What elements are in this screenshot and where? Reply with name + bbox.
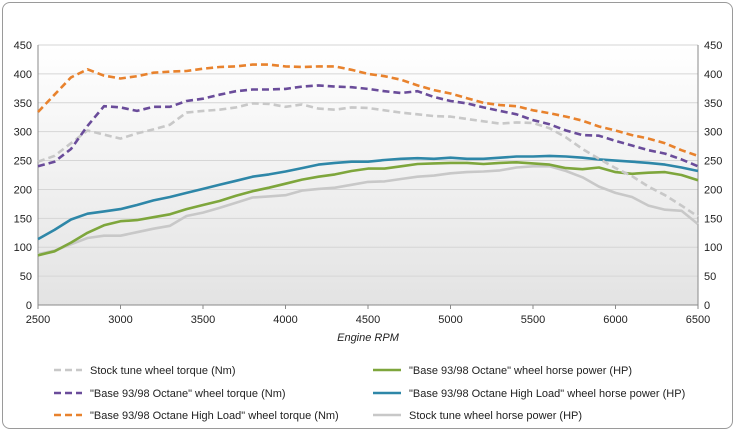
series-line-3 [37, 63, 699, 158]
y-axis-left: 0 50 100 150 200 250 300 350 400 450 [14, 40, 32, 312]
y-tick-label-right: 100 [704, 242, 722, 254]
y-tick-label-left: 250 [14, 156, 32, 168]
x-axis: 2500 3000 3500 4000 4500 5000 5500 6000 6500 [26, 305, 710, 326]
series-lines [37, 63, 699, 257]
x-tick-label: 5500 [521, 314, 545, 326]
series-line-6 [37, 165, 699, 256]
series-line-5 [37, 154, 699, 241]
x-tick-label: 4500 [356, 314, 380, 326]
series-line-4 [37, 161, 699, 257]
y-tick-label-right: 200 [704, 184, 722, 196]
series-line-1 [37, 102, 699, 218]
y-tick-label-right: 250 [704, 156, 722, 168]
y-tick-label-right: 0 [704, 300, 710, 312]
y-tick-label-left: 350 [14, 98, 32, 110]
x-tick-label: 3000 [108, 314, 132, 326]
x-tick-label: 6000 [603, 314, 627, 326]
y-tick-label-left: 300 [14, 127, 32, 139]
plot-area [38, 45, 698, 305]
y-tick-label-right: 50 [704, 271, 716, 283]
x-tick-label: 5000 [438, 314, 462, 326]
series-line-2 [37, 84, 699, 168]
y-tick-label-left: 0 [26, 300, 32, 312]
y-axis-right: 0 50 100 150 200 250 300 350 400 450 [704, 40, 722, 312]
gridlines [37, 44, 699, 306]
y-tick-label-right: 300 [704, 127, 722, 139]
legend-label-5: "Base 93/98 Octane High Load" wheel hors… [409, 388, 685, 400]
legend-label-1: Stock tune wheel torque (Nm) [90, 365, 236, 377]
y-tick-label-right: 150 [704, 213, 722, 225]
x-tick-label: 6500 [686, 314, 710, 326]
y-tick-label-right: 450 [704, 40, 722, 52]
legend-label-6: Stock tune wheel horse power (HP) [409, 410, 582, 422]
y-tick-label-left: 50 [20, 271, 32, 283]
legend-label-3: "Base 93/98 Octane High Load" wheel torq… [90, 410, 339, 422]
y-tick-label-left: 200 [14, 184, 32, 196]
x-tick-label: 2500 [26, 314, 50, 326]
y-tick-label-right: 400 [704, 69, 722, 81]
y-tick-label-left: 150 [14, 213, 32, 225]
y-tick-label-left: 100 [14, 242, 32, 254]
legend: Stock tune wheel torque (Nm) "Base 93/98 … [54, 365, 685, 422]
x-tick-label: 3500 [191, 314, 215, 326]
x-tick-label: 4000 [273, 314, 297, 326]
legend-label-2: "Base 93/98 Octane" wheel torque (Nm) [90, 388, 286, 400]
legend-label-4: "Base 93/98 Octane" wheel horse power (H… [409, 365, 632, 377]
x-axis-title: Engine RPM [337, 332, 400, 344]
y-tick-label-left: 450 [14, 40, 32, 52]
y-tick-label-right: 350 [704, 98, 722, 110]
y-tick-label-left: 400 [14, 69, 32, 81]
